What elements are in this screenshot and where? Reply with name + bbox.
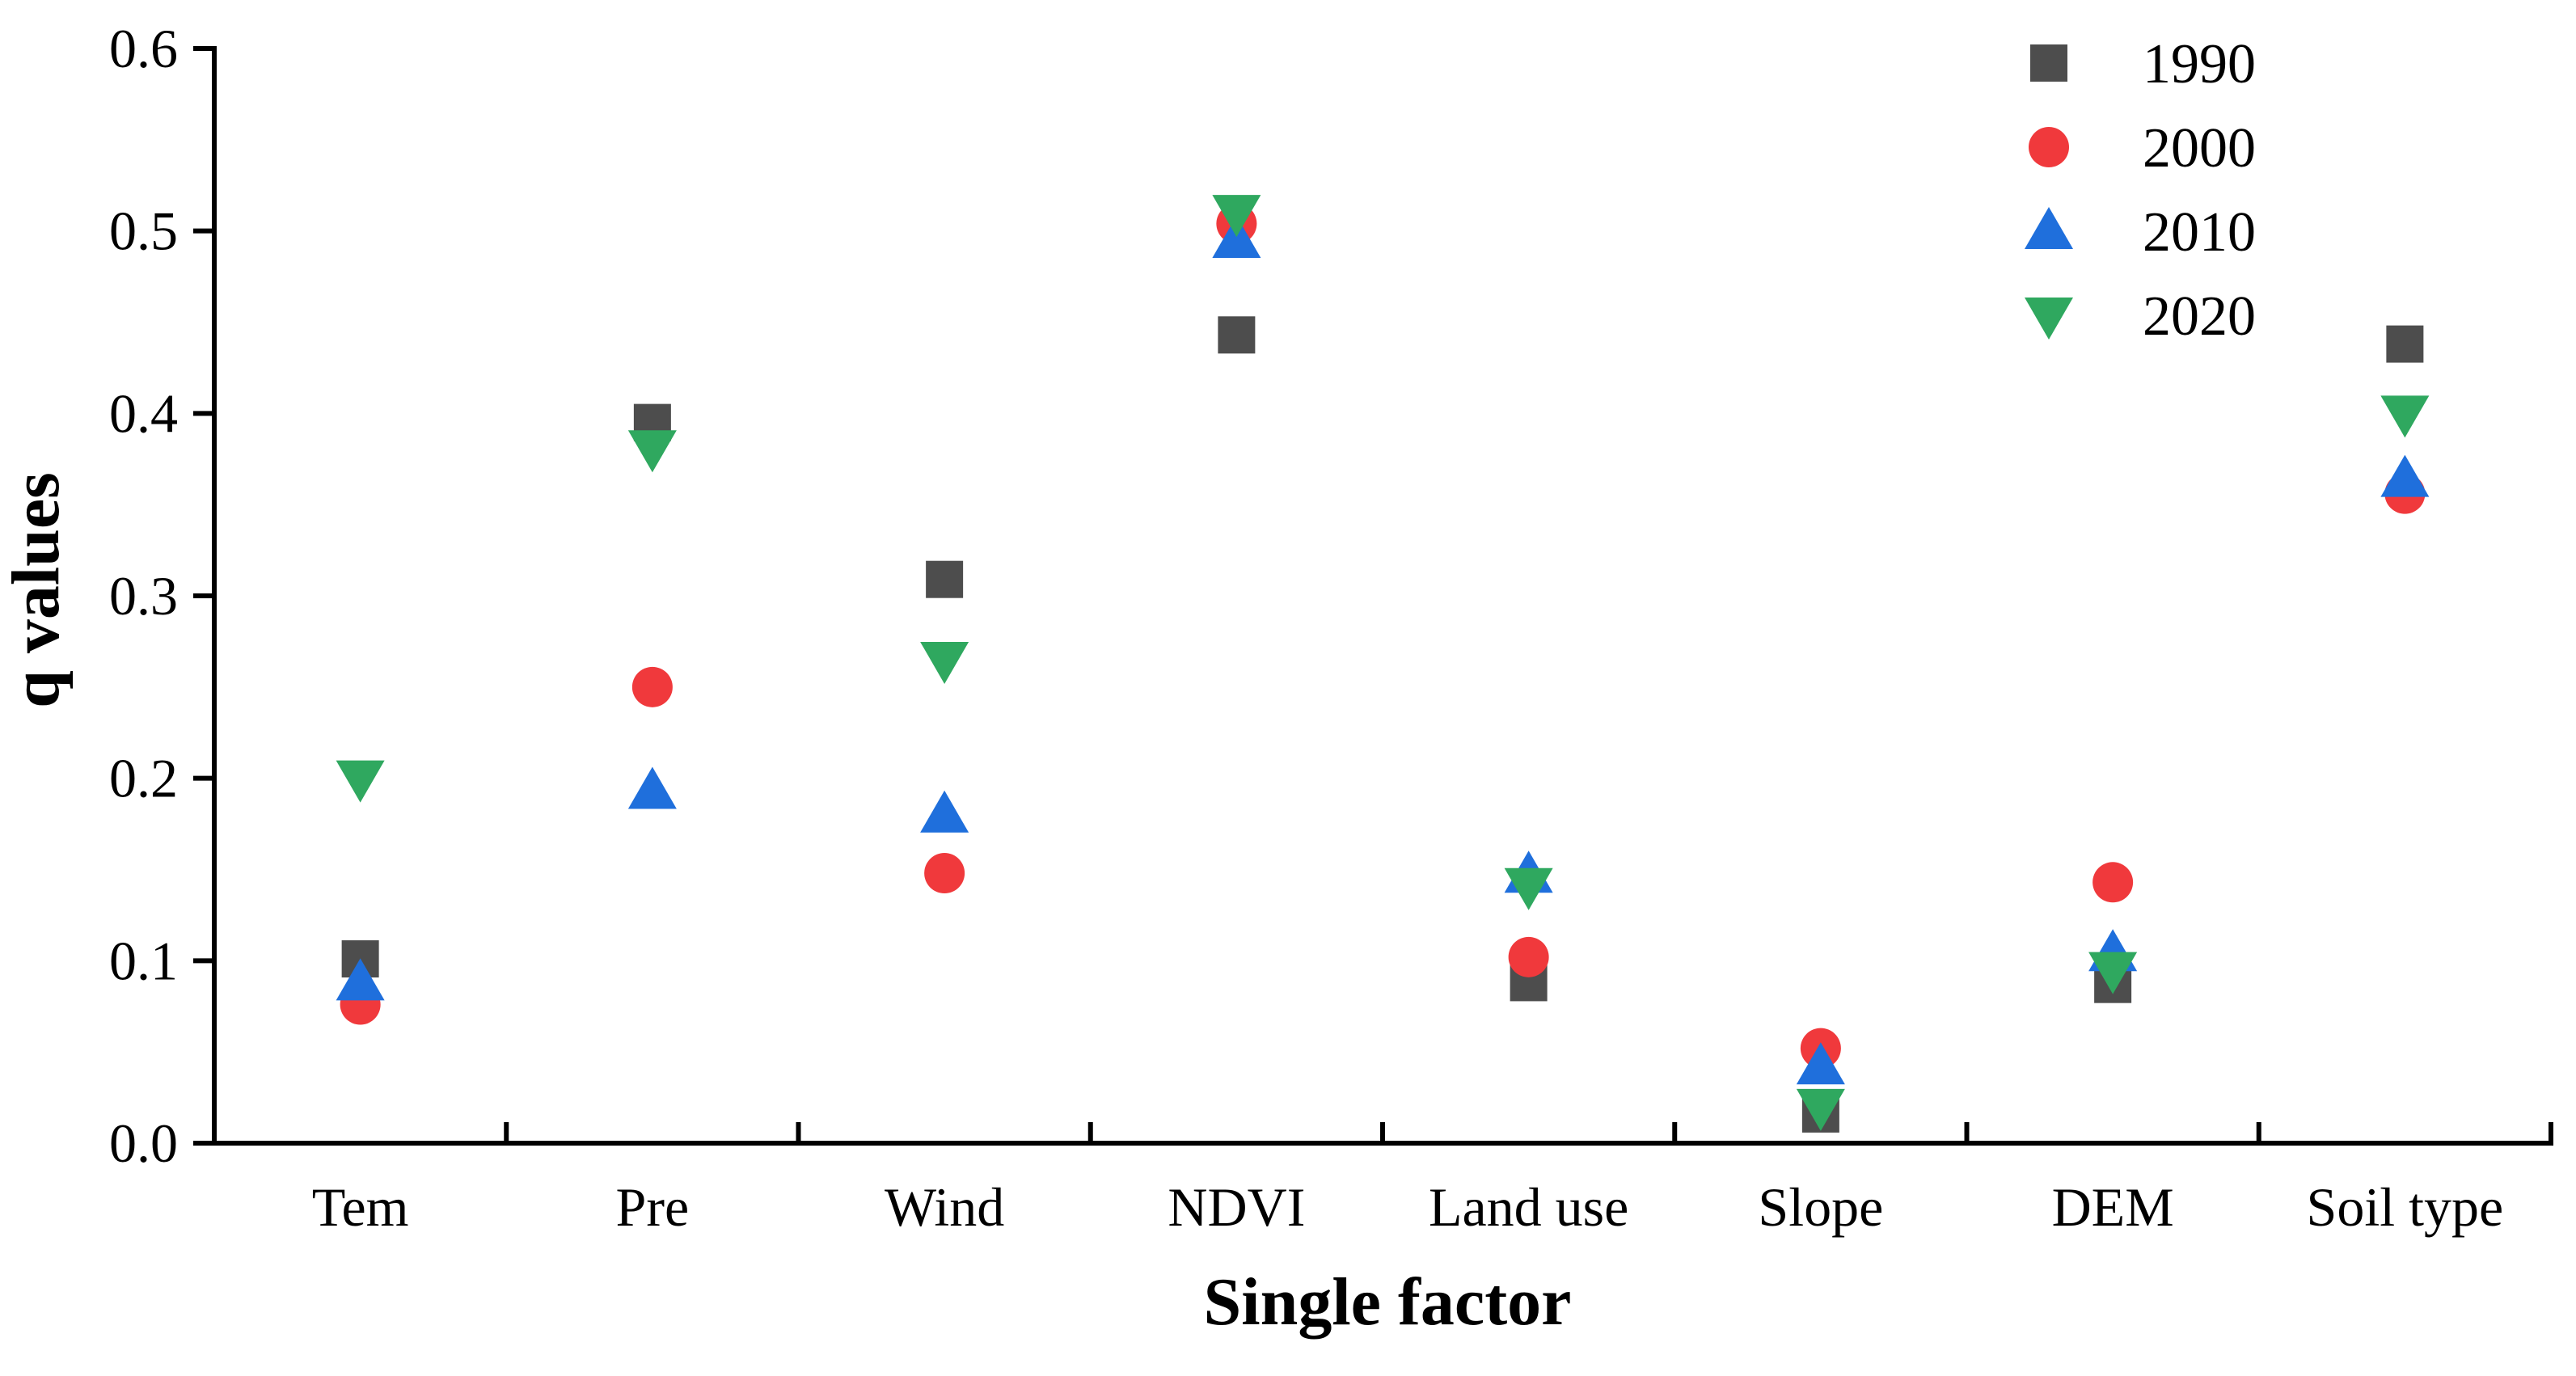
point-2020-slope [1796,1088,1845,1131]
legend-marker-2010 [2025,207,2073,249]
legend-label-2020: 2020 [2143,285,2256,348]
x-axis-title: Single factor [1204,1264,1572,1340]
y-tick-label: 0.6 [109,18,178,79]
x-tick-label: Land use [1429,1176,1628,1238]
y-tick-label: 0.1 [109,930,178,991]
y-axis-title: q values [0,472,74,708]
legend-marker-2000 [2029,127,2069,167]
y-tick-label: 0.4 [109,382,178,444]
point-2020-land-use [1504,867,1553,910]
point-2000-pre [631,666,673,707]
y-tick-label: 0.3 [109,565,178,627]
x-tick-label: Soil type [2307,1176,2504,1238]
legend-label-2000: 2000 [2143,117,2256,179]
point-2020-pre [627,430,677,473]
x-tick-label: DEM [2052,1176,2174,1238]
x-tick-label: Tem [312,1176,409,1238]
point-2010-wind [920,790,969,833]
legend-marker-2020 [2025,298,2073,340]
point-2010-tem [336,958,385,1001]
point-2010-slope [1796,1042,1845,1085]
x-tick-label: NDVI [1168,1176,1305,1238]
point-2020-dem [2088,952,2138,994]
point-1990-wind [926,560,964,598]
point-2010-soil-type [2380,454,2430,497]
point-1990-ndvi [1218,316,1256,354]
y-tick-label: 0.0 [109,1112,178,1174]
point-2000-land-use [1508,936,1549,977]
x-tick-label: Pre [616,1176,690,1238]
x-tick-label: Slope [1758,1176,1883,1238]
point-2020-ndvi [1212,195,1261,238]
point-2020-wind [920,641,969,684]
point-2000-dem [2092,862,2134,903]
legend-label-1990: 1990 [2143,33,2256,95]
point-2020-tem [336,760,385,803]
chart-legend: 1990 2000 2010 2020 [2025,33,2256,348]
y-tick-label: 0.2 [109,748,178,809]
x-tick-label: Wind [885,1176,1004,1238]
chart-marks [336,195,2430,1133]
legend-marker-1990 [2030,44,2067,82]
point-1990-soil-type [2386,325,2424,363]
legend-label-2010: 2010 [2143,201,2256,264]
y-tick-label: 0.5 [109,200,178,262]
point-2000-wind [924,853,965,894]
point-2020-soil-type [2380,395,2430,438]
point-2010-pre [627,766,677,809]
chart-axes: 0.0 0.1 0.2 0.3 0.4 0.5 0.6 Tem Pre Wind NDVI Land … [109,18,2553,1238]
